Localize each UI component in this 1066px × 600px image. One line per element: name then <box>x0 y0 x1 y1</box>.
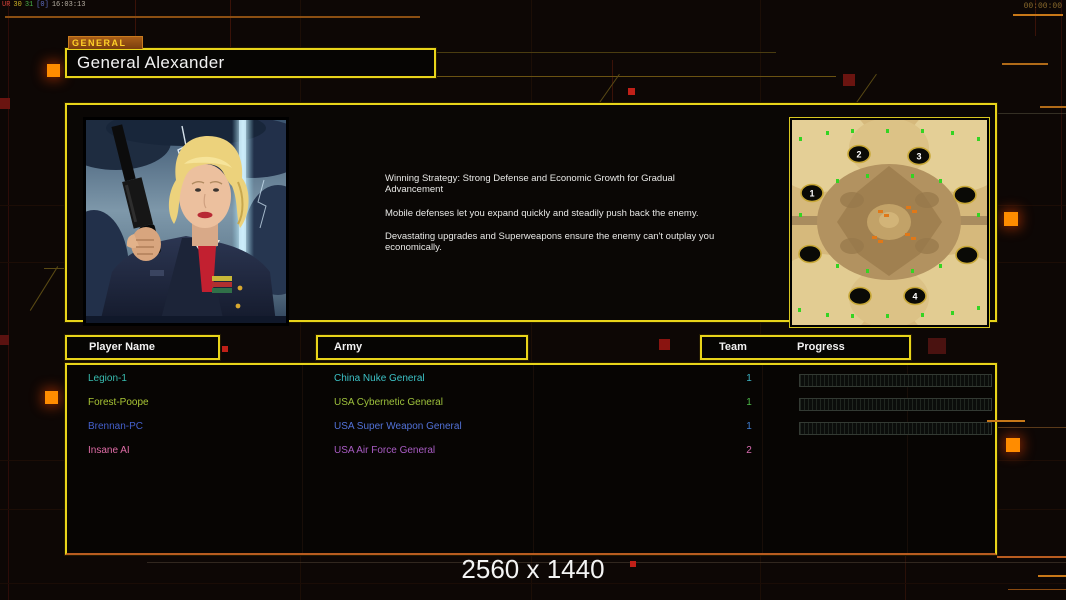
grid-line <box>762 365 763 553</box>
accent-square <box>1004 212 1018 226</box>
header-army: Army <box>316 335 528 360</box>
strategy-paragraph: Mobile defenses let you expand quickly a… <box>385 207 699 219</box>
player-army: USA Super Weapon General <box>334 421 462 432</box>
accent-line <box>987 420 1025 422</box>
debug-segment: UR <box>2 1 11 9</box>
player-army: China Nuke General <box>334 373 425 384</box>
strategy-paragraph: Devastating upgrades and Superweapons en… <box>385 230 715 254</box>
start-position-2: 2 <box>856 150 861 160</box>
debug-segment: 30 <box>13 1 22 9</box>
accent-line <box>436 52 776 53</box>
player-team: 2 <box>746 445 752 456</box>
general-info-panel: Winning Strategy: Strong Defense and Eco… <box>59 103 1011 342</box>
progress-bar <box>799 374 992 387</box>
player-name: Legion-1 <box>88 373 127 384</box>
grid-line <box>230 0 231 50</box>
general-portrait <box>59 110 313 330</box>
progress-bar <box>799 422 992 435</box>
accent-line <box>1008 589 1066 590</box>
strategy-text: Winning Strategy: Strong Defense and Eco… <box>385 173 715 265</box>
debug-segment: 31 <box>24 1 34 9</box>
player-row: Brennan-PC USA Super Weapon General 1 <box>67 415 995 439</box>
player-army: USA Cybernetic General <box>334 397 443 408</box>
accent-square <box>0 98 10 109</box>
player-name: Forest-Poope <box>88 397 149 408</box>
accent-square <box>222 346 228 352</box>
accent-square <box>630 561 636 567</box>
grid-line <box>0 583 1066 584</box>
header-team-label: Team <box>719 341 747 353</box>
general-portrait-image <box>59 110 313 330</box>
grid-line <box>1035 0 1036 36</box>
player-team: 1 <box>746 373 752 384</box>
player-army: USA Air Force General <box>334 445 436 456</box>
header-progress-label: Progress <box>797 341 845 353</box>
player-row: Insane AI USA Air Force General 2 <box>67 439 995 463</box>
grid-line <box>905 540 906 600</box>
accent-line <box>1002 63 1048 65</box>
accent-square <box>47 64 60 77</box>
grid-line <box>302 365 303 553</box>
accent-square <box>1006 438 1020 452</box>
accent-square <box>843 74 855 86</box>
accent-line <box>997 427 1066 428</box>
grid-line <box>533 365 534 553</box>
resolution-label: 2560 x 1440 <box>461 554 605 584</box>
start-position-3: 3 <box>916 152 921 162</box>
player-team: 1 <box>746 421 752 432</box>
grid-line <box>135 0 136 36</box>
general-tab: GENERAL <box>68 36 143 49</box>
start-position-1: 1 <box>809 189 814 199</box>
accent-diagonal <box>29 266 59 311</box>
start-position-4: 4 <box>912 292 917 302</box>
header-army-label: Army <box>334 341 363 353</box>
player-row: Forest-Poope USA Cybernetic General 1 <box>67 391 995 415</box>
player-team: 1 <box>746 397 752 408</box>
debug-segment: 16:03:13 <box>51 1 86 9</box>
grid-line <box>907 365 908 553</box>
accent-square <box>628 88 635 95</box>
accent-line <box>436 76 836 77</box>
player-row: Legion-1 China Nuke General 1 <box>67 367 995 391</box>
player-list-panel: Legion-1 China Nuke General 1 Forest-Poope U… <box>65 363 997 555</box>
general-name-box: General Alexander <box>65 48 436 78</box>
accent-square <box>0 335 9 345</box>
player-rows: Legion-1 China Nuke General 1 Forest-Poope U… <box>67 367 995 463</box>
accent-line <box>147 562 1066 563</box>
grid-line <box>8 0 9 600</box>
header-player-name-label: Player Name <box>89 341 156 353</box>
grid-line <box>1061 0 1062 220</box>
accent-line <box>1040 106 1066 108</box>
debug-overlay: UR 30 31 [0] 16:03:13 <box>2 1 88 9</box>
accent-line <box>5 16 420 18</box>
accent-line <box>1038 575 1066 577</box>
accent-square <box>659 339 670 350</box>
map-preview: 1 2 3 4 <box>768 104 1011 342</box>
progress-bar <box>799 398 992 411</box>
general-name: General Alexander <box>77 53 225 72</box>
player-name: Insane AI <box>88 445 130 456</box>
player-name: Brennan-PC <box>88 421 144 432</box>
accent-line <box>997 556 1066 558</box>
header-team-progress: Team Progress <box>700 335 911 360</box>
debug-segment: [0] <box>36 1 49 9</box>
strategy-paragraph: Winning Strategy: Strong Defense and Eco… <box>385 173 675 196</box>
header-player-name: Player Name <box>65 335 220 360</box>
match-timer: 00:00:00 <box>1023 2 1062 11</box>
accent-square <box>928 338 946 354</box>
accent-square <box>45 391 58 404</box>
map-preview-image: 1 2 3 4 <box>768 104 1011 342</box>
accent-line <box>1013 14 1063 16</box>
